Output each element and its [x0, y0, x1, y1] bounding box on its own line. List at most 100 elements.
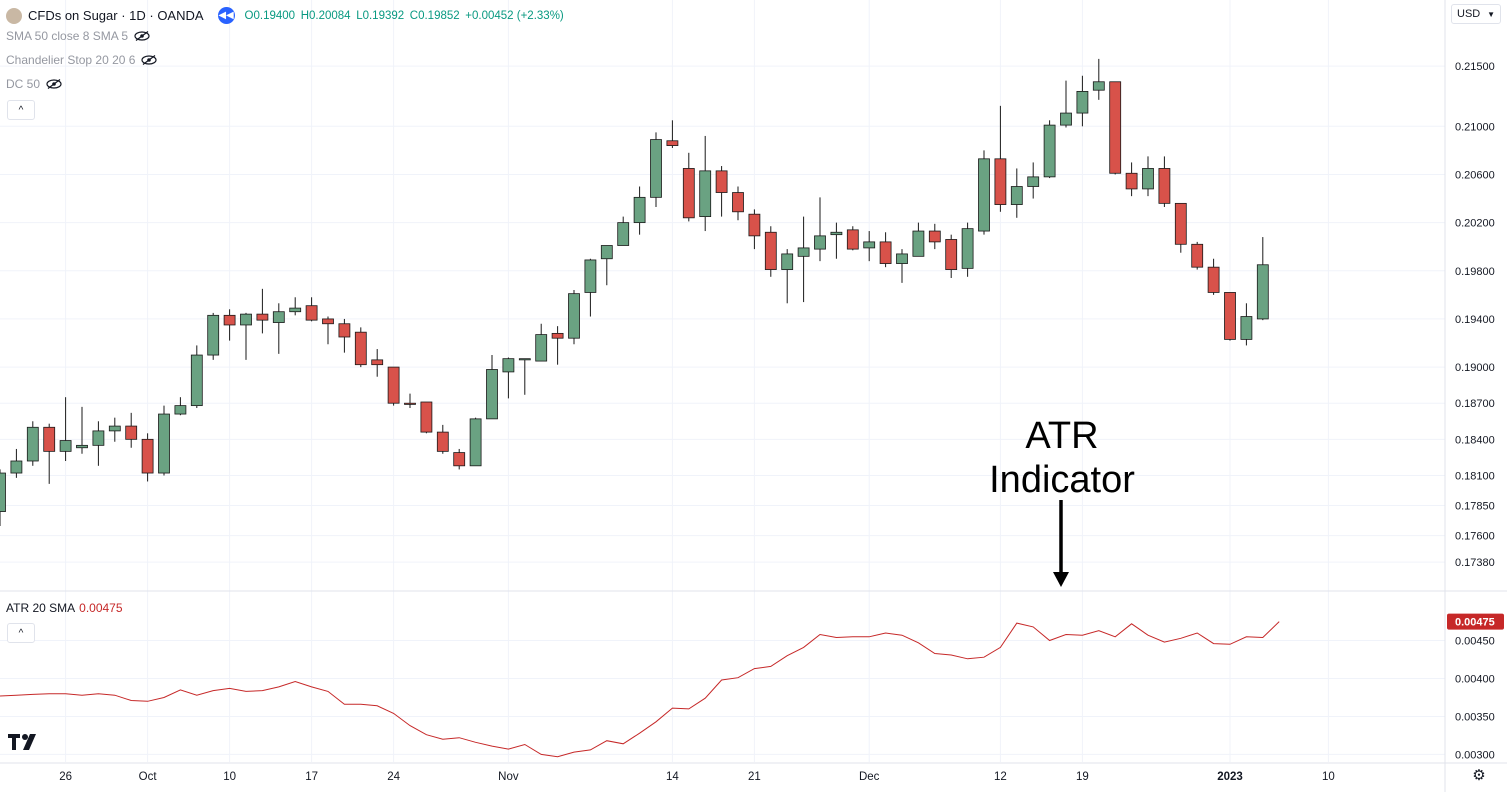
candle [781, 249, 794, 304]
candle-body [174, 405, 187, 415]
candle [338, 318, 351, 353]
candle [814, 197, 826, 262]
candle-body [1158, 168, 1171, 204]
candle [354, 327, 367, 368]
candle-body [994, 158, 1007, 205]
atr-name: ATR 20 SMA [6, 601, 76, 615]
candle-body [1142, 168, 1154, 190]
y-tick-label: 0.17380 [1455, 557, 1495, 569]
candle [945, 234, 958, 279]
candle-body [436, 431, 449, 452]
candle [404, 393, 416, 409]
ohlc-high: H0.20084 [300, 9, 351, 22]
candle [59, 397, 72, 461]
candle [732, 186, 744, 221]
candle [108, 417, 121, 442]
candle [305, 297, 318, 322]
atr-last-value-label: 0.00475 [1455, 617, 1495, 629]
candle-body [1076, 90, 1089, 114]
symbol-title[interactable]: CFDs on Sugar · 1D · OANDA [28, 8, 204, 23]
candle-body [240, 313, 252, 326]
candle [158, 405, 170, 476]
candle [289, 297, 302, 316]
candle-body [863, 241, 876, 249]
y-tick-label: 0.17850 [1455, 501, 1495, 513]
y-tick-label: 0.00350 [1455, 711, 1495, 723]
eye-off-icon[interactable] [46, 79, 62, 89]
indicator-sma[interactable]: SMA 50 close 8 SMA 5 [6, 29, 150, 43]
rewind-icon[interactable]: ◀◀ [217, 7, 235, 24]
candle [846, 226, 859, 251]
candle-body [486, 369, 498, 420]
indicator-chandelier[interactable]: Chandelier Stop 20 20 6 [6, 53, 158, 67]
candle [896, 249, 908, 283]
candle-body [0, 472, 6, 512]
chevron-down-icon: ▼ [1487, 9, 1495, 19]
candle-body [1207, 266, 1220, 293]
candle [666, 120, 679, 148]
candle-body [961, 228, 974, 269]
candle [978, 150, 990, 235]
eye-off-icon[interactable] [141, 55, 158, 65]
x-tick-label: 10 [1322, 771, 1335, 783]
candle-body [141, 438, 154, 474]
candle-body [1010, 186, 1023, 205]
collapse-legend-button[interactable]: ^ [7, 100, 35, 120]
candle-body [748, 213, 761, 237]
atr-legend[interactable]: ATR 20 SMA 0.00475 [6, 601, 123, 615]
y-tick-label: 0.21000 [1455, 121, 1495, 133]
eye-off-icon[interactable] [134, 31, 150, 41]
candle-body [387, 366, 400, 404]
candle [1207, 258, 1220, 295]
candle-body [912, 230, 925, 257]
candle-body [978, 158, 990, 232]
candle-body [10, 460, 23, 474]
atr-value: 0.00475 [79, 601, 123, 615]
candle [240, 312, 252, 360]
indicator-dc[interactable]: DC 50 [6, 77, 62, 91]
candle-body [1256, 264, 1269, 320]
candle-body [420, 401, 433, 433]
candle [551, 326, 564, 365]
candle-body [322, 318, 334, 325]
y-tick-label: 0.18400 [1455, 434, 1495, 446]
y-tick-label: 0.21500 [1455, 61, 1495, 73]
candle [928, 223, 941, 250]
candle-body [158, 413, 170, 474]
candle [1224, 292, 1236, 341]
candle-body [682, 168, 695, 219]
candle-body [92, 430, 105, 446]
annotation-line-1: ATR [1025, 415, 1099, 457]
candle [371, 349, 384, 377]
sugar-symbol-icon [6, 7, 22, 24]
candle-body [1240, 316, 1253, 340]
candle-body [1224, 292, 1236, 340]
candle [1125, 162, 1138, 197]
candle [486, 355, 498, 420]
chart-header: CFDs on Sugar · 1D · OANDA ◀◀ O0.19400 H… [6, 7, 566, 24]
tradingview-logo-icon[interactable] [8, 733, 40, 756]
candle-body [43, 426, 56, 452]
x-tick-label: Nov [498, 771, 519, 783]
candle [535, 323, 548, 362]
candle-body [551, 332, 564, 339]
candle-body [223, 314, 236, 326]
candle-body [1027, 176, 1040, 187]
candle [863, 231, 876, 262]
ohlc-close: C0.19852 [409, 9, 460, 22]
candle-body [928, 230, 941, 243]
gear-icon[interactable]: ⚙ [1472, 767, 1486, 784]
candle-body [469, 418, 482, 467]
indicator-label: Chandelier Stop 20 20 6 [6, 53, 136, 67]
candle-body [1191, 243, 1204, 268]
atr-panel [0, 621, 1280, 758]
candle-body [879, 241, 892, 264]
collapse-atr-button[interactable]: ^ [7, 623, 35, 643]
candle [92, 421, 105, 466]
candle [912, 222, 925, 257]
ohlc-low: L0.19392 [356, 9, 405, 22]
currency-select[interactable]: USD ▼ [1451, 4, 1501, 24]
candle [125, 412, 138, 448]
candle [699, 135, 712, 232]
